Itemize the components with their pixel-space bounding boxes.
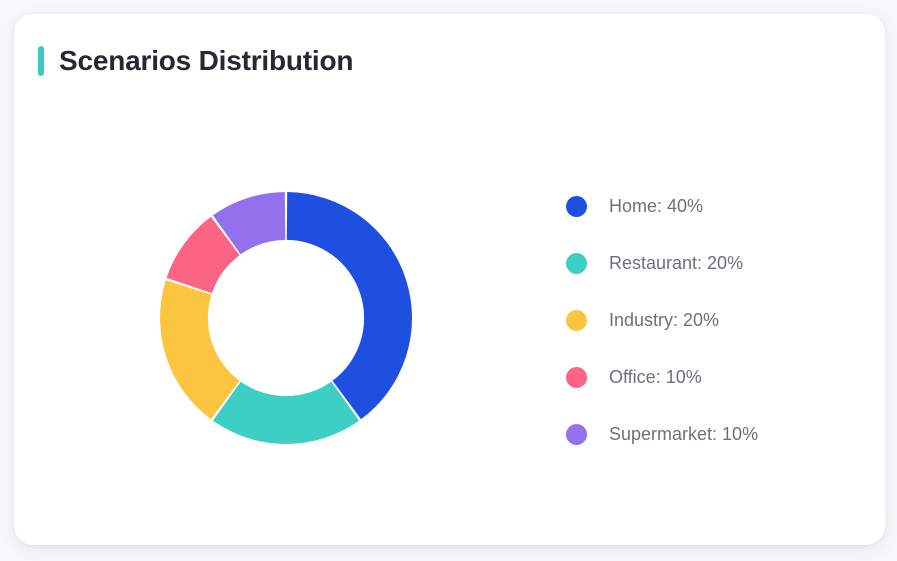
legend-item-restaurant[interactable]: Restaurant: 20%: [566, 251, 866, 275]
donut-slice-home[interactable]: [286, 192, 412, 420]
legend-item-label: Home: 40%: [609, 196, 704, 216]
chart-legend: Home: 40% Restaurant: 20% Industry: 20% …: [566, 194, 866, 446]
donut-slice-industry[interactable]: [160, 280, 240, 420]
page-title: Scenarios Distribution: [59, 45, 354, 76]
scenarios-distribution-card: Scenarios Distribution Home: 40% Restaur…: [14, 14, 885, 545]
legend-swatch-icon: [566, 309, 587, 331]
donut-chart-svg: [160, 192, 412, 444]
legend-swatch-icon: [566, 423, 587, 445]
donut-slice-restaurant[interactable]: [212, 381, 360, 444]
donut-slice-office[interactable]: [166, 216, 240, 294]
legend-item-home[interactable]: Home: 40%: [566, 194, 866, 218]
chart-area: Home: 40% Restaurant: 20% Industry: 20% …: [14, 134, 885, 494]
legend-swatch-icon: [566, 366, 587, 388]
accent-bar-icon: [38, 46, 44, 76]
donut-chart: [160, 192, 412, 444]
legend-swatch-icon: [566, 195, 587, 217]
card-header: Scenarios Distribution: [38, 45, 354, 76]
legend-item-label: Restaurant: 20%: [609, 253, 744, 273]
legend-item-label: Industry: 20%: [609, 310, 720, 330]
legend-item-industry[interactable]: Industry: 20%: [566, 308, 866, 332]
legend-item-label: Supermarket: 10%: [609, 424, 759, 444]
legend-swatch-icon: [566, 252, 587, 274]
donut-slice-supermarket[interactable]: [212, 192, 286, 255]
legend-item-supermarket[interactable]: Supermarket: 10%: [566, 422, 866, 446]
legend-item-label: Office: 10%: [609, 367, 702, 387]
legend-item-office[interactable]: Office: 10%: [566, 365, 866, 389]
